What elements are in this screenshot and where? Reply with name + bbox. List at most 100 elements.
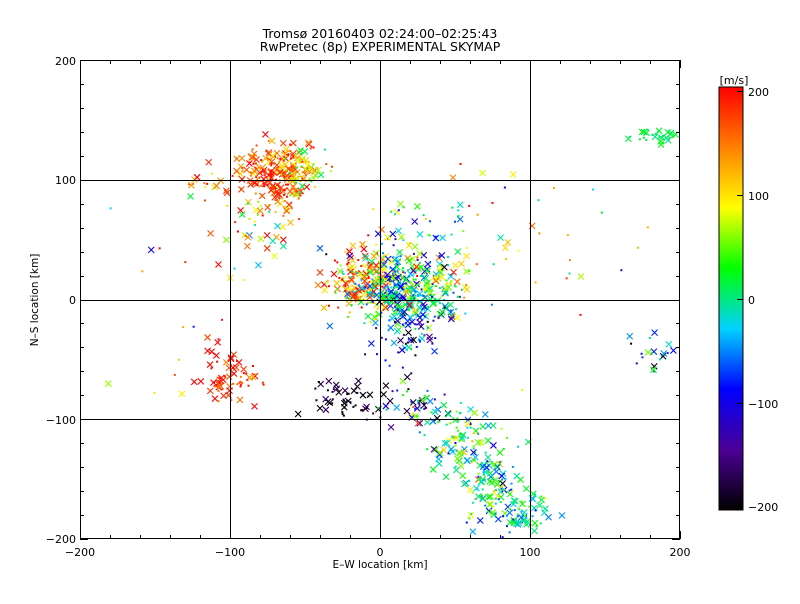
dot-marker [452, 291, 455, 294]
dot-marker [218, 376, 221, 379]
dot-marker [375, 327, 378, 330]
dot-marker [380, 336, 383, 339]
x-marker [432, 446, 439, 454]
dot-marker [274, 155, 277, 158]
dot-marker [440, 264, 443, 267]
dot-marker [418, 294, 421, 297]
dot-marker [418, 399, 421, 402]
dot-marker [450, 233, 453, 236]
x-marker [348, 277, 355, 284]
dot-marker [524, 514, 527, 517]
x-marker [440, 263, 448, 271]
x-marker [190, 378, 198, 386]
dot-marker [360, 277, 363, 280]
x-marker [430, 445, 438, 453]
dot-marker [513, 509, 516, 512]
x-marker [225, 373, 233, 381]
dot-marker [480, 442, 483, 445]
dot-marker [360, 306, 363, 309]
dot-marker [468, 270, 471, 273]
x-marker [277, 184, 285, 192]
dot-marker [362, 287, 365, 290]
x-marker [371, 265, 379, 273]
dot-marker [416, 399, 419, 402]
dot-marker [238, 381, 241, 384]
dot-marker [380, 242, 383, 245]
dot-marker [352, 405, 355, 408]
x-marker [389, 265, 397, 273]
dot-marker [502, 515, 505, 518]
dot-marker [517, 249, 520, 252]
dot-marker [469, 423, 472, 426]
dot-marker [275, 189, 278, 192]
dot-marker [472, 447, 475, 450]
dot-marker [266, 183, 269, 186]
dot-marker [255, 176, 258, 179]
x-marker [393, 292, 401, 300]
x-marker [219, 376, 227, 384]
dot-marker [294, 190, 297, 193]
x-marker [251, 372, 259, 380]
dot-marker [472, 501, 475, 504]
dot-marker [410, 372, 413, 375]
dot-marker [348, 311, 351, 314]
dot-marker [566, 234, 569, 237]
dot-marker [386, 237, 389, 240]
dot-marker [390, 286, 393, 289]
x-marker [333, 279, 341, 287]
dot-marker [453, 220, 456, 223]
dot-marker [347, 261, 350, 264]
dot-marker [298, 218, 301, 221]
x-marker [380, 261, 388, 269]
dot-marker [257, 200, 260, 203]
dot-marker [348, 292, 351, 295]
dot-marker [323, 148, 326, 151]
dot-marker [396, 263, 399, 266]
dot-marker [184, 261, 187, 264]
x-marker [215, 261, 222, 268]
dot-marker [221, 318, 224, 321]
dot-marker [350, 276, 353, 279]
dot-marker [260, 184, 263, 187]
dot-marker [497, 498, 500, 501]
x-marker [301, 148, 309, 155]
x-marker [252, 206, 260, 214]
colorbar-tick-label: −100 [748, 398, 778, 411]
x-marker [436, 310, 444, 318]
x-marker [340, 399, 348, 407]
dot-marker [416, 274, 419, 277]
dot-marker [470, 459, 473, 462]
x-marker [216, 382, 224, 389]
dot-marker [628, 135, 631, 138]
dot-marker [325, 253, 328, 256]
x-marker [395, 302, 402, 310]
dot-marker [260, 204, 263, 207]
dot-marker [153, 391, 156, 394]
dot-marker [203, 199, 206, 202]
dot-marker [270, 178, 273, 181]
x-marker [419, 396, 427, 404]
dot-marker [354, 266, 357, 269]
dot-marker [271, 175, 274, 178]
dot-marker [475, 263, 478, 266]
dot-marker [365, 303, 368, 306]
dot-marker [255, 167, 258, 170]
dot-marker [239, 380, 242, 383]
dot-marker [406, 308, 409, 311]
x-marker [538, 496, 545, 504]
x-marker [651, 329, 658, 337]
dot-marker [380, 311, 383, 314]
x-marker [545, 513, 552, 521]
dot-marker [325, 163, 328, 166]
x-marker [408, 302, 415, 309]
dot-marker [414, 407, 417, 410]
x-marker [294, 410, 302, 418]
dot-marker [443, 393, 446, 396]
dot-marker [242, 278, 245, 281]
dot-marker [660, 136, 663, 139]
dot-marker [470, 512, 473, 515]
dot-marker [263, 171, 266, 174]
x-marker [263, 244, 271, 252]
dot-marker [662, 141, 665, 144]
x-marker [187, 192, 194, 200]
